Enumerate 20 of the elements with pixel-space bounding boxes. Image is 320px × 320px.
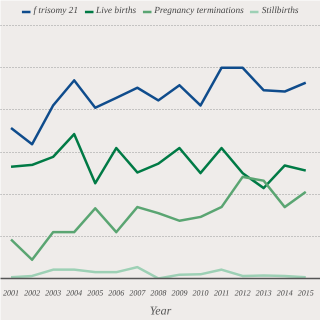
x-tick-label: 2012 xyxy=(234,288,251,298)
x-tick-label: 2010 xyxy=(192,288,208,298)
x-tick-label: 2011 xyxy=(214,288,230,298)
x-tick-label: 2001 xyxy=(3,288,20,298)
x-tick-label: 2015 xyxy=(298,288,314,298)
x-tick-label: 2004 xyxy=(66,288,82,298)
legend-label: f trisomy 21 xyxy=(33,6,78,16)
x-tick-label: 2009 xyxy=(171,288,188,298)
x-tick-label: 2003 xyxy=(45,288,62,298)
legend-label: Pregnancy terminations xyxy=(154,6,244,16)
x-tick-label: 2007 xyxy=(129,288,146,298)
x-tick-label: 2014 xyxy=(276,288,293,298)
x-tick-label: 2005 xyxy=(87,288,104,298)
x-tick-label: 2006 xyxy=(108,288,124,298)
x-tick-label: 2013 xyxy=(256,288,272,298)
x-tick-label: 2008 xyxy=(150,288,166,298)
legend-label: Stillbirths xyxy=(262,6,299,16)
x-tick-label: 2002 xyxy=(24,288,40,298)
x-axis-title: Year xyxy=(150,304,172,318)
legend-label: Live births xyxy=(96,6,136,16)
